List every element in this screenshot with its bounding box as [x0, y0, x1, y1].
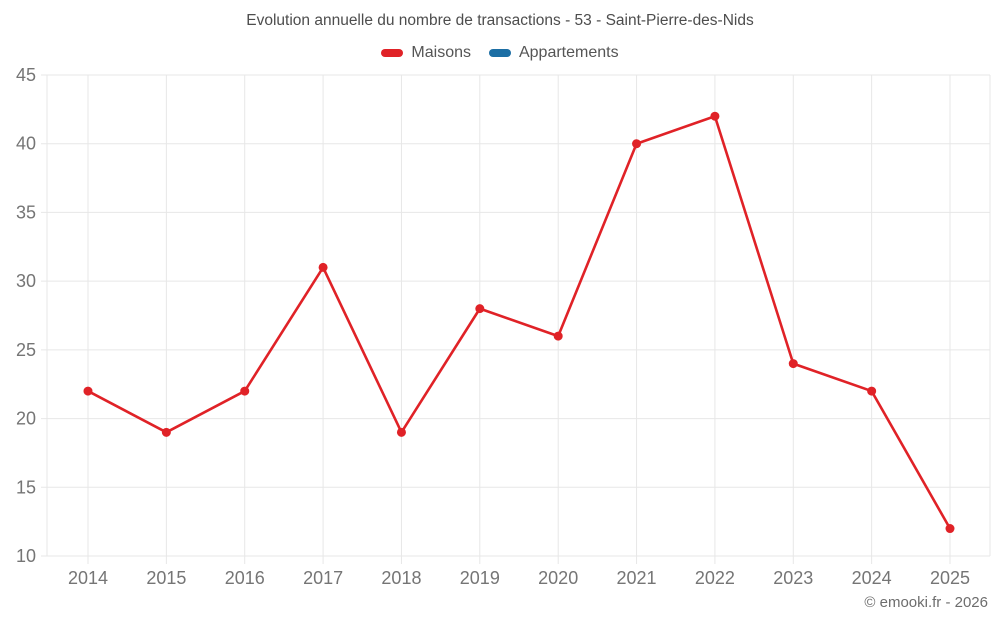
- x-axis-tick-label: 2014: [68, 568, 108, 588]
- y-axis-tick-label: 35: [16, 202, 36, 222]
- x-axis-tick-label: 2016: [225, 568, 265, 588]
- data-point[interactable]: [710, 111, 720, 121]
- y-axis-tick-label: 45: [16, 65, 36, 85]
- legend: Maisons Appartements: [0, 44, 1000, 62]
- y-axis-tick-label: 25: [16, 340, 36, 360]
- data-point[interactable]: [788, 359, 798, 369]
- data-point[interactable]: [161, 427, 171, 437]
- y-axis-tick-label: 20: [16, 409, 36, 429]
- data-point[interactable]: [475, 304, 485, 314]
- y-axis-tick-label: 30: [16, 271, 36, 291]
- data-point[interactable]: [632, 139, 642, 149]
- appartements-swatch-icon: [488, 49, 511, 57]
- data-point[interactable]: [240, 386, 250, 396]
- maisons-swatch-icon: [381, 49, 404, 57]
- x-axis-tick-label: 2023: [773, 568, 813, 588]
- x-axis-tick-label: 2019: [460, 568, 500, 588]
- x-axis-tick-label: 2017: [303, 568, 343, 588]
- legend-label-maisons: Maisons: [411, 44, 471, 61]
- x-axis-tick-label: 2025: [930, 568, 970, 588]
- y-axis-tick-label: 40: [16, 134, 36, 154]
- data-point[interactable]: [945, 524, 955, 534]
- x-axis-tick-label: 2018: [381, 568, 421, 588]
- x-axis-tick-label: 2024: [852, 568, 892, 588]
- x-axis-tick-label: 2020: [538, 568, 578, 588]
- data-point[interactable]: [553, 331, 563, 341]
- legend-item-maisons[interactable]: Maisons: [381, 44, 471, 62]
- data-point[interactable]: [83, 386, 93, 396]
- chart-title: Evolution annuelle du nombre de transact…: [246, 12, 754, 29]
- series-line-maisons: [86, 114, 952, 530]
- legend-item-appartements[interactable]: Appartements: [488, 44, 619, 62]
- data-point[interactable]: [396, 427, 406, 437]
- legend-label-appartements: Appartements: [518, 44, 619, 61]
- x-axis-tick-label: 2022: [695, 568, 735, 588]
- copyright-text: © emooki.fr - 2026: [864, 594, 988, 611]
- y-axis-tick-label: 15: [16, 477, 36, 497]
- data-point[interactable]: [318, 262, 328, 272]
- data-point[interactable]: [867, 386, 877, 396]
- y-axis-tick-label: 10: [16, 546, 36, 566]
- x-axis-tick-label: 2021: [617, 568, 657, 588]
- x-axis-tick-label: 2015: [146, 568, 186, 588]
